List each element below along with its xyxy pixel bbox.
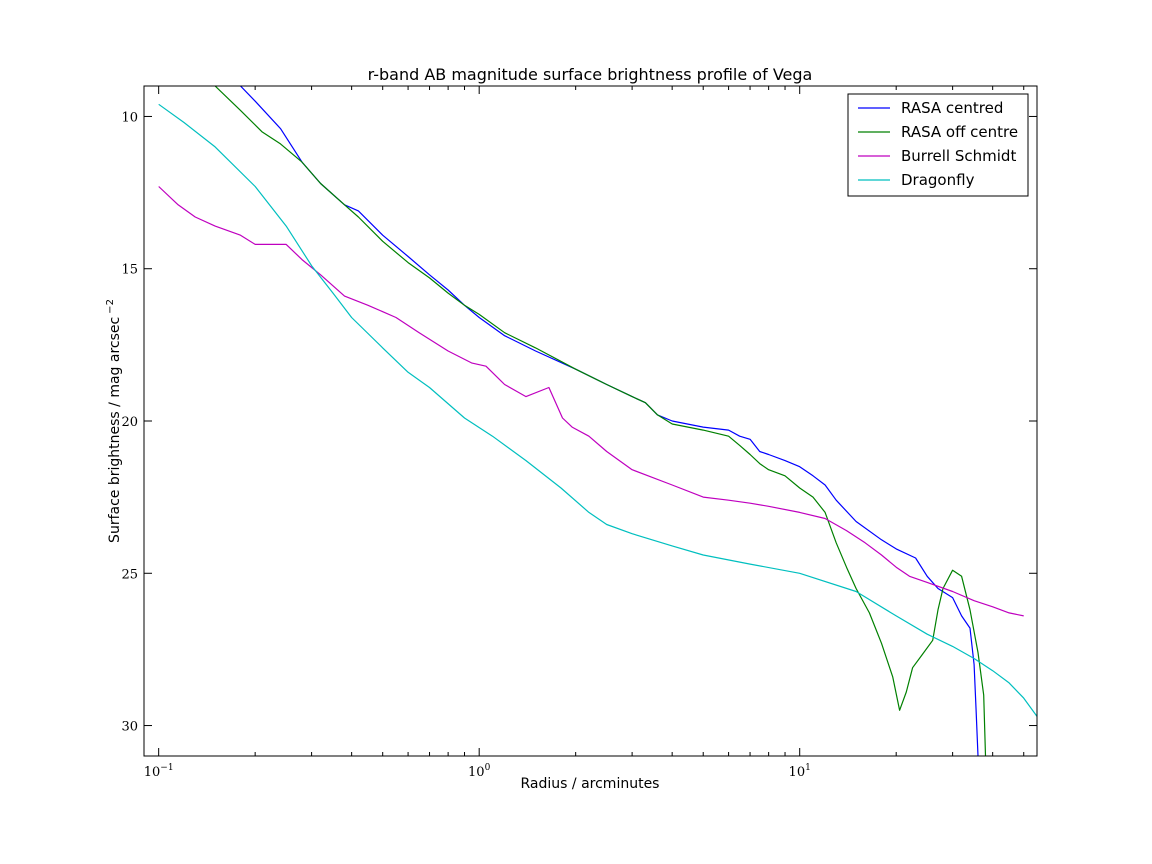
- x-tick-label: 10−1: [144, 763, 174, 780]
- x-tick-label-exponent: 0: [485, 763, 491, 773]
- x-tick-label-base: 10: [789, 765, 806, 780]
- x-axis-ticks: 10−1 100 101: [143, 86, 1025, 780]
- x-tick-label: 100: [468, 763, 491, 780]
- y-axis-ticks: 10 15 20 25 30: [121, 110, 1037, 735]
- y-axis-label-group: Surface brightness / mag arcsec −2: [105, 299, 123, 543]
- legend: RASA centred RASA off centre Burrell Schmi…: [847, 93, 1029, 197]
- series-line-3: [158, 103, 1037, 717]
- legend-label-3: Dragonfly: [901, 171, 975, 189]
- y-tick-label: 15: [121, 263, 138, 278]
- y-tick-label: 20: [121, 415, 138, 430]
- x-tick-label: 101: [789, 763, 811, 780]
- x-tick-label-exponent: −1: [160, 763, 173, 773]
- legend-label-1: RASA off centre: [901, 123, 1018, 141]
- y-tick-label: 25: [121, 567, 138, 582]
- y-axis-label-exponent: −2: [105, 299, 116, 314]
- series-layer: [158, 86, 1037, 756]
- x-axis-label: Radius / arcminutes: [521, 776, 660, 792]
- y-axis-label-text: Surface brightness / mag arcsec: [107, 317, 123, 543]
- x-tick-label-exponent: 1: [805, 763, 811, 773]
- y-axis-label: Surface brightness / mag arcsec −2: [105, 299, 123, 543]
- chart-title: r-band AB magnitude surface brightness p…: [368, 65, 813, 84]
- legend-label-0: RASA centred: [901, 99, 1003, 117]
- x-tick-label-base: 10: [144, 765, 161, 780]
- series-line-0: [240, 86, 979, 756]
- y-tick-label: 10: [121, 110, 138, 125]
- legend-box: [847, 93, 1029, 197]
- series-line-1: [214, 86, 987, 756]
- series-line-2: [158, 186, 1024, 617]
- x-tick-label-base: 10: [468, 765, 485, 780]
- y-tick-label: 30: [121, 720, 138, 735]
- legend-label-2: Burrell Schmidt: [901, 147, 1016, 165]
